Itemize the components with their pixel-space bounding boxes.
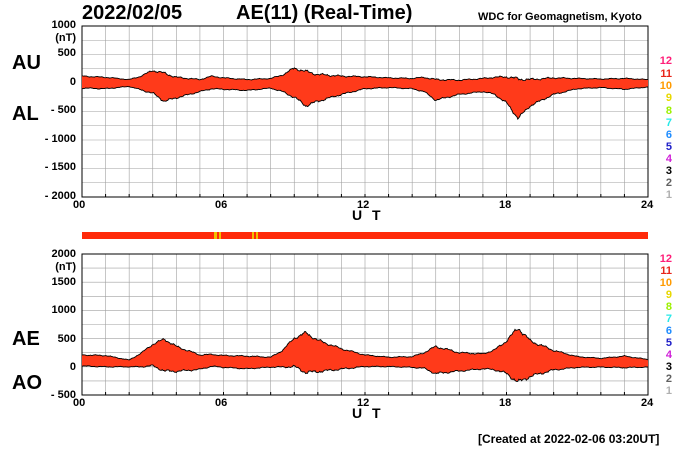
panel2-ytick-label: 1000 [51,304,76,316]
au-series-label: AU [12,52,41,74]
panel1-ytick-label: - 2000 [44,190,76,202]
series-line-au [81,67,649,82]
panel2-xtick-label: 18 [499,397,512,409]
created-timestamp: [Created at 2022-02-06 03:20UT] [478,432,660,446]
panel2-ytick-label: 2000 [51,248,76,260]
legend-item: 1 [665,189,672,201]
panel1-ytick-label: 500 [57,47,76,59]
legend-item: 1 [665,385,672,397]
legend-item: 9 [665,92,672,104]
station-count-bar-segment [219,232,221,239]
station-count-bar [82,232,648,239]
envelope-fill [82,67,648,120]
legend-item: 7 [665,313,672,325]
panel1-ytick-label: - 500 [50,104,76,116]
panel1-xtick-label: 12 [357,199,370,211]
station-count-bar-segment [256,232,258,239]
series-line-ao [81,364,649,382]
credit-label: WDC for Geomagnetism, Kyoto [478,11,642,23]
legend-item: 3 [665,361,672,373]
panel1-ytick-label: - 1500 [44,161,76,173]
legend-item: 2 [665,373,672,385]
panel2-ytick-label: 0 [69,361,76,373]
date-label: 2022/02/05 [82,2,183,24]
panel2-units: (nT) [55,261,76,273]
panel2-ytick-label: 500 [57,333,76,345]
panel1-ytick-label: 1000 [51,19,76,31]
panel1-xtick-label: 24 [641,199,654,211]
station-count-bar-segment [214,232,217,239]
legend-item: 9 [665,289,672,301]
panel2-xtick-label: 12 [357,397,370,409]
panel1-ytick-label: - 1000 [44,133,76,145]
panel2-ytick-label: 1500 [51,276,76,288]
panel2-xtick-label: 00 [73,397,86,409]
legend-item: 6 [665,325,672,337]
legend-item: 6 [665,129,672,141]
series-line-ae [81,328,649,361]
legend-item: 4 [665,153,672,165]
legend-item: 12 [659,253,672,265]
panel2-x-axis-title: U T [352,405,384,421]
panel2-xtick-label: 06 [215,397,228,409]
legend-item: 7 [665,117,672,129]
series-line-al [81,86,649,120]
ao-series-label: AO [12,372,42,394]
al-series-label: AL [12,103,39,125]
panel2-ytick-label: - 500 [50,389,76,401]
legend-item: 2 [665,177,672,189]
legend-item: 12 [659,55,672,67]
chart-title: AE(11) (Real-Time) [236,2,413,24]
panel1-x-axis-title: U T [352,207,384,223]
panel2-xtick-label: 24 [641,397,654,409]
legend-item: 11 [660,68,672,80]
ae-series-label: AE [12,328,40,350]
panel1-units: (nT) [55,32,76,44]
station-count-bar-segment [252,232,254,239]
legend-item: 3 [665,165,672,177]
panel1-xtick-label: 18 [499,199,512,211]
legend-item: 10 [659,80,672,92]
legend-item: 5 [665,141,672,153]
panel1-xtick-label: 00 [73,199,86,211]
legend-item: 11 [660,265,672,277]
panel1-ytick-label: 0 [69,76,76,88]
legend-item: 8 [665,105,672,117]
legend-item: 8 [665,301,672,313]
legend-item: 10 [659,277,672,289]
panel1-xtick-label: 06 [215,199,228,211]
legend-item: 4 [665,349,672,361]
legend-item: 5 [665,337,672,349]
